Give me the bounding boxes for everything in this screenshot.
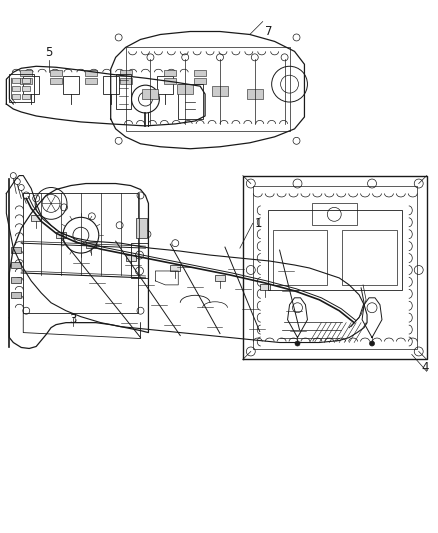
Bar	[23, 76, 39, 94]
Bar	[177, 84, 193, 94]
Bar	[273, 230, 327, 285]
Bar	[85, 78, 97, 84]
Bar	[22, 78, 30, 83]
Bar	[56, 232, 66, 238]
Bar	[120, 78, 131, 84]
Bar	[11, 247, 21, 253]
Bar	[12, 94, 20, 99]
Bar	[85, 70, 97, 76]
Bar	[215, 275, 225, 281]
Text: 7: 7	[265, 25, 272, 37]
Bar	[11, 277, 21, 283]
Bar	[12, 86, 20, 91]
Bar	[342, 230, 397, 285]
Bar	[11, 292, 21, 298]
Bar	[120, 70, 131, 76]
Bar	[86, 242, 96, 248]
Bar	[11, 262, 21, 268]
Circle shape	[295, 341, 300, 346]
Bar	[50, 70, 62, 76]
Bar	[126, 47, 290, 131]
Text: 1: 1	[255, 217, 262, 230]
Bar	[135, 219, 148, 238]
Bar	[9, 74, 34, 102]
Bar	[268, 211, 402, 290]
Bar	[50, 78, 62, 84]
Bar	[164, 78, 176, 84]
Bar	[31, 215, 41, 221]
Bar	[212, 86, 228, 96]
Text: 3: 3	[69, 313, 77, 326]
Bar	[126, 255, 135, 261]
Bar	[20, 78, 32, 84]
Bar	[131, 243, 148, 278]
Bar	[157, 76, 173, 94]
Bar	[178, 84, 203, 119]
Bar	[142, 89, 159, 99]
Bar	[116, 74, 131, 109]
Text: 5: 5	[46, 46, 53, 59]
Bar	[22, 94, 30, 99]
Bar	[247, 89, 263, 99]
Bar	[312, 204, 357, 225]
Bar	[12, 78, 20, 83]
Bar	[63, 76, 79, 94]
Bar	[194, 78, 206, 84]
Bar	[164, 70, 176, 76]
Bar	[20, 70, 32, 76]
Bar	[194, 70, 206, 76]
Bar	[170, 265, 180, 271]
Bar	[22, 86, 30, 91]
Bar	[253, 185, 417, 350]
Bar	[260, 284, 270, 290]
Bar	[103, 76, 119, 94]
Circle shape	[370, 341, 374, 346]
Bar	[23, 193, 138, 313]
Text: 4: 4	[422, 361, 429, 374]
